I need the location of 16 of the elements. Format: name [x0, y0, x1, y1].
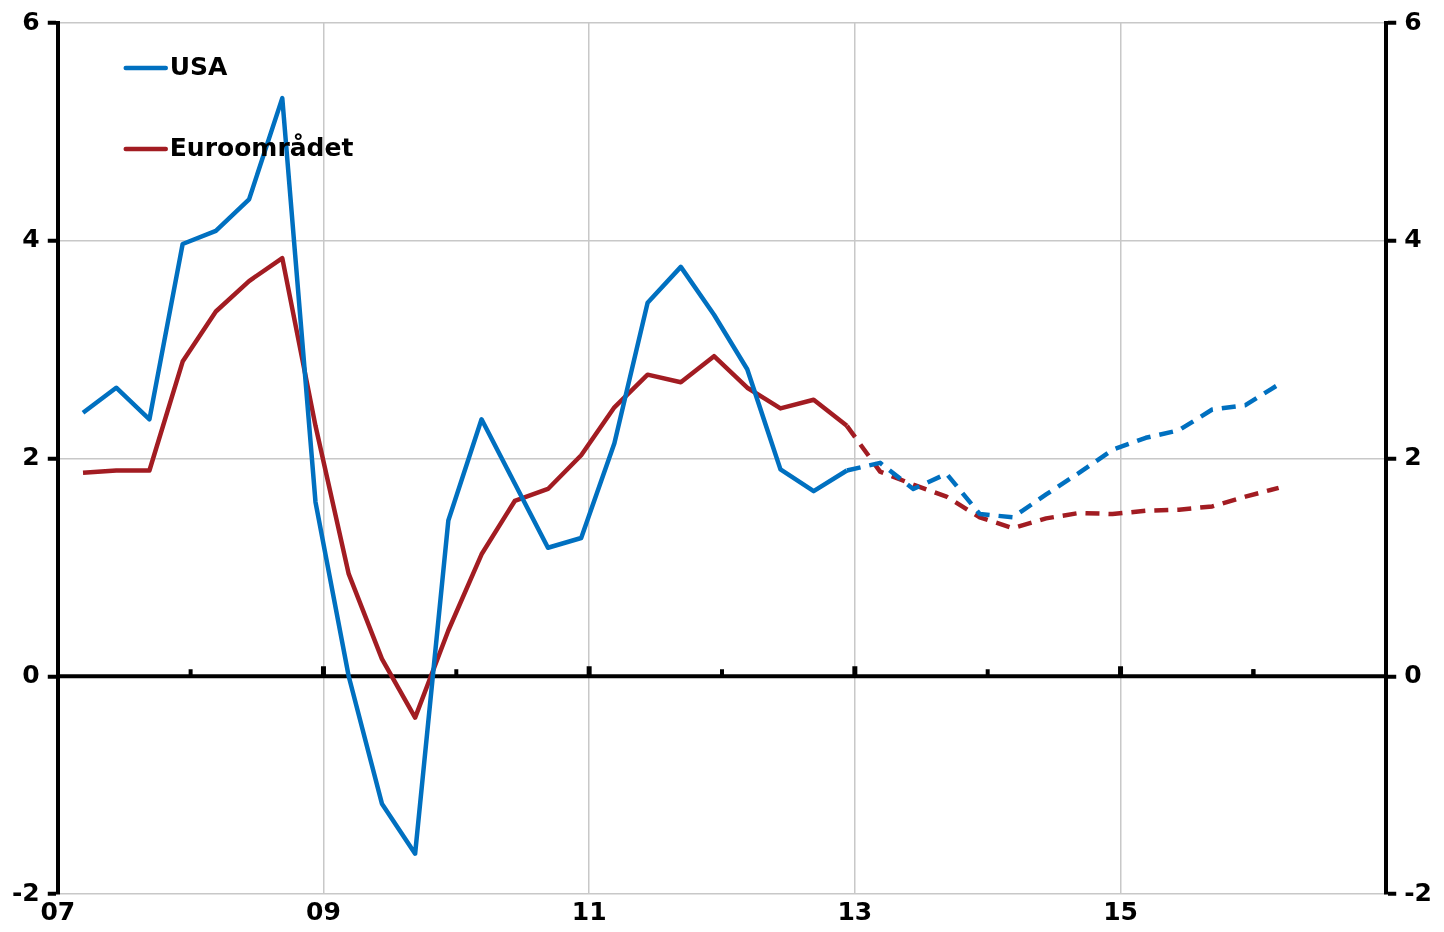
- y-tick-label: 6: [22, 6, 40, 36]
- y-tick-label: 2: [22, 442, 40, 471]
- y2-tick-label: 0: [1404, 659, 1422, 689]
- y2-tick-label: 4: [1404, 224, 1422, 254]
- y-tick-label: -2: [11, 877, 40, 907]
- y2-tick-label: 2: [1404, 442, 1422, 471]
- x-tick-label: 13: [837, 896, 873, 926]
- y2-tick-label: 6: [1404, 6, 1422, 36]
- legend-label: USA: [169, 51, 229, 81]
- x-tick-label: 09: [306, 896, 341, 926]
- x-tick-label: 15: [1103, 896, 1138, 926]
- y2-tick-label: -2: [1404, 877, 1433, 907]
- y-tick-label: 4: [22, 224, 40, 254]
- x-tick-label: 07: [40, 896, 76, 926]
- y-tick-label: 0: [22, 659, 40, 689]
- x-tick-label: 11: [571, 896, 607, 926]
